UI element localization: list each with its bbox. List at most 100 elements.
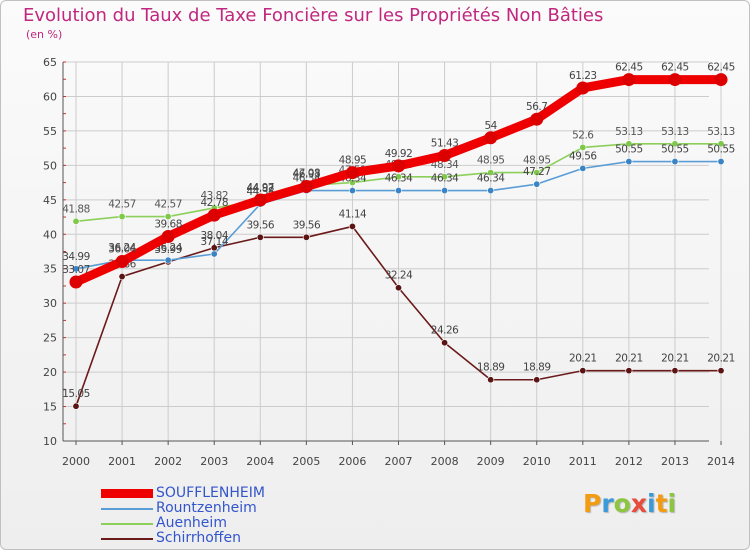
- x-tick-label: 2003: [200, 455, 228, 468]
- legend-swatch: [101, 538, 153, 540]
- data-label: 39.56: [247, 219, 275, 231]
- x-tick-label: 2011: [569, 455, 597, 468]
- data-point: [530, 112, 544, 126]
- data-point: [579, 143, 587, 151]
- legend-swatch: [101, 489, 153, 498]
- data-point: [207, 208, 221, 222]
- data-point: [72, 217, 80, 225]
- x-tick-label: 2008: [431, 455, 459, 468]
- data-point: [625, 158, 633, 166]
- y-tick-label: 45: [43, 194, 57, 207]
- data-point: [717, 140, 725, 148]
- data-point: [395, 187, 403, 195]
- data-point: [622, 73, 636, 87]
- legend-swatch: [101, 523, 153, 525]
- data-label: 54: [484, 120, 497, 132]
- y-tick-label: 20: [43, 366, 57, 379]
- data-label: 49.92: [385, 148, 413, 160]
- data-label: 36.04: [108, 244, 136, 256]
- data-point: [161, 229, 175, 243]
- data-label: 42.57: [154, 199, 182, 211]
- data-point: [625, 367, 633, 375]
- legend-swatch: [101, 508, 153, 510]
- data-label: 44.97: [247, 182, 275, 194]
- data-label: 48.95: [477, 155, 505, 167]
- data-label: 50.55: [707, 144, 735, 156]
- data-point: [717, 367, 725, 375]
- y-tick-label: 55: [43, 125, 57, 138]
- data-label: 20.21: [707, 353, 735, 365]
- x-tick-label: 2005: [292, 455, 320, 468]
- data-point: [210, 250, 218, 258]
- data-label: 47.08: [293, 167, 321, 179]
- data-label: 42.78: [200, 197, 228, 209]
- x-tick-label: 2013: [661, 455, 689, 468]
- data-label: 15.05: [62, 388, 90, 400]
- legend-label: Rountzenheim: [156, 500, 257, 516]
- data-label: 56.7: [526, 101, 547, 113]
- data-point: [533, 180, 541, 188]
- data-label: 62.45: [661, 62, 689, 74]
- data-point: [441, 339, 449, 347]
- x-tick-label: 2009: [477, 455, 505, 468]
- logo-letter: x: [630, 489, 647, 518]
- data-label: 39.68: [154, 218, 182, 230]
- x-tick-label: 2001: [108, 455, 136, 468]
- logo-letter: i: [667, 489, 677, 518]
- y-tick-label: 25: [43, 332, 57, 345]
- data-point: [487, 376, 495, 384]
- logo-letter: t: [655, 489, 668, 518]
- legend-label: Schirrhoffen: [156, 530, 241, 546]
- data-label: 48.95: [523, 155, 551, 167]
- x-tick-label: 2004: [246, 455, 274, 468]
- data-label: 62.45: [707, 62, 735, 74]
- data-label: 35.99: [154, 244, 182, 256]
- data-point: [441, 173, 449, 181]
- y-tick-label: 15: [43, 401, 57, 414]
- data-point: [115, 255, 129, 269]
- data-label: 44.82: [247, 183, 275, 195]
- data-point: [348, 222, 356, 230]
- y-tick-label: 65: [43, 56, 57, 69]
- data-point: [671, 367, 679, 375]
- logo-letter: P: [583, 489, 602, 518]
- data-point: [253, 193, 267, 207]
- data-point: [579, 164, 587, 172]
- x-tick-label: 2014: [707, 455, 735, 468]
- data-label: 18.89: [523, 362, 551, 374]
- data-point: [299, 180, 313, 194]
- data-label: 41.14: [339, 208, 367, 220]
- data-label: 50.55: [661, 144, 689, 156]
- data-point: [625, 140, 633, 148]
- data-point: [576, 81, 590, 95]
- x-tick-label: 2007: [385, 455, 413, 468]
- data-label: 46.34: [431, 173, 459, 185]
- y-tick-label: 30: [43, 297, 57, 310]
- data-label: 53.13: [707, 126, 735, 138]
- data-label: 46.34: [385, 173, 413, 185]
- data-point: [438, 149, 452, 163]
- data-label: 49.56: [569, 150, 597, 162]
- chart-title: Evolution du Taux de Taxe Foncière sur l…: [23, 5, 604, 26]
- data-point: [348, 187, 356, 195]
- data-point: [441, 187, 449, 195]
- data-label: 39.56: [293, 219, 321, 231]
- data-point: [118, 273, 126, 281]
- data-point: [118, 213, 126, 221]
- data-label: 46.34: [477, 173, 505, 185]
- data-point: [164, 256, 172, 264]
- data-point: [345, 166, 359, 180]
- data-point: [714, 73, 728, 87]
- logo-letter: r: [601, 489, 614, 518]
- data-point: [668, 73, 682, 87]
- data-point: [395, 284, 403, 292]
- data-label: 52.6: [572, 129, 594, 141]
- data-point: [671, 158, 679, 166]
- data-label: 18.89: [477, 362, 505, 374]
- x-tick-label: 2002: [154, 455, 182, 468]
- data-label: 36.24: [108, 242, 136, 254]
- data-label: 41.88: [62, 203, 90, 215]
- data-point: [302, 233, 310, 241]
- data-point: [487, 187, 495, 195]
